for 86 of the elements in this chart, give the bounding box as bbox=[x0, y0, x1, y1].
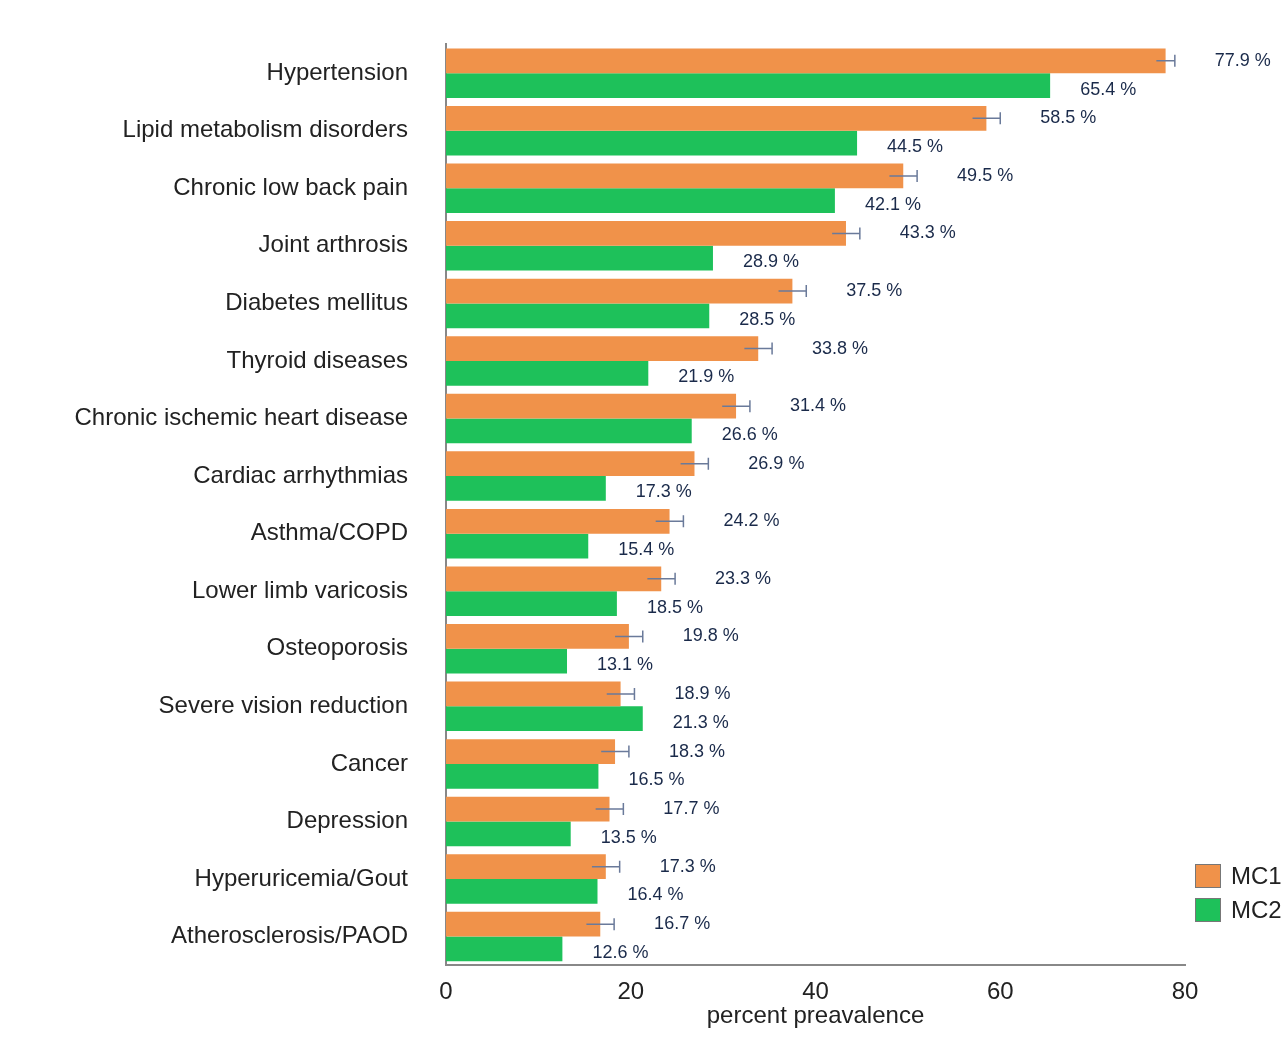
bar bbox=[446, 911, 601, 937]
bar bbox=[446, 936, 563, 962]
x-tick-label: 20 bbox=[617, 977, 645, 1005]
data-label: 31.4 % bbox=[789, 395, 846, 416]
bar bbox=[446, 278, 793, 304]
bar bbox=[446, 303, 710, 329]
data-label: 17.3 % bbox=[659, 855, 716, 876]
y-tick-label: Asthma/COPD bbox=[250, 518, 408, 546]
x-tick-label: 0 bbox=[439, 977, 453, 1005]
bar bbox=[446, 591, 617, 616]
data-label: 24.2 % bbox=[723, 510, 780, 531]
y-tick-label: Atherosclerosis/PAOD bbox=[171, 921, 408, 949]
bar bbox=[446, 163, 904, 189]
bar bbox=[446, 739, 616, 764]
data-label: 16.7 % bbox=[654, 913, 711, 934]
y-tick-label: Osteoporosis bbox=[266, 633, 408, 661]
bar bbox=[446, 648, 568, 674]
bar bbox=[446, 418, 692, 444]
y-tick-label: Cancer bbox=[330, 748, 408, 776]
y-tick-label: Cardiac arrhythmias bbox=[193, 460, 408, 488]
data-label: 42.1 % bbox=[864, 193, 921, 214]
bar bbox=[446, 476, 606, 501]
bar bbox=[446, 533, 589, 559]
data-label: 28.9 % bbox=[742, 251, 800, 272]
y-tick-label: Depression bbox=[286, 806, 408, 834]
data-label: 37.5 % bbox=[846, 280, 903, 301]
data-label: 17.3 % bbox=[635, 481, 692, 502]
bar bbox=[446, 188, 835, 214]
data-label: 19.8 % bbox=[682, 625, 739, 646]
data-label: 18.9 % bbox=[674, 682, 731, 703]
y-tick-label: Diabetes mellitus bbox=[225, 288, 408, 316]
bar bbox=[446, 763, 599, 789]
y-tick-label: Joint arthrosis bbox=[258, 230, 408, 258]
data-label: 16.5 % bbox=[628, 769, 685, 790]
y-tick-label: Hyperuricemia/Gout bbox=[194, 863, 409, 891]
data-label: 18.5 % bbox=[646, 596, 703, 617]
bar bbox=[446, 706, 643, 732]
bar bbox=[446, 508, 670, 534]
data-label: 21.9 % bbox=[678, 366, 735, 387]
y-tick-label: Hypertension bbox=[266, 57, 408, 85]
data-label: 28.5 % bbox=[739, 308, 796, 329]
bar bbox=[446, 48, 1166, 74]
data-label: 21.3 % bbox=[672, 711, 729, 732]
data-label: 13.1 % bbox=[597, 654, 654, 675]
x-tick-label: 60 bbox=[986, 977, 1014, 1005]
y-tick-label: Severe vision reduction bbox=[158, 690, 408, 718]
bar bbox=[446, 336, 759, 361]
bar bbox=[446, 879, 598, 904]
data-label: 17.7 % bbox=[663, 798, 720, 819]
bar bbox=[446, 821, 571, 847]
legend-label: MC2 bbox=[1231, 896, 1282, 924]
data-label: 15.4 % bbox=[618, 539, 675, 560]
data-label: 18.3 % bbox=[668, 740, 725, 761]
data-label: 65.4 % bbox=[1080, 78, 1137, 99]
y-tick-label: Chronic low back pain bbox=[173, 172, 408, 200]
data-label: 49.5 % bbox=[957, 164, 1014, 185]
bar bbox=[446, 451, 695, 477]
y-tick-label: Lower limb varicosis bbox=[191, 575, 408, 603]
bar bbox=[446, 360, 649, 386]
bar bbox=[446, 245, 713, 271]
data-label: 13.5 % bbox=[600, 826, 657, 847]
bar bbox=[446, 221, 846, 246]
bar bbox=[446, 105, 987, 131]
y-tick-label: Lipid metabolism disorders bbox=[122, 115, 408, 143]
bar bbox=[446, 566, 662, 592]
bar bbox=[446, 796, 610, 822]
bar bbox=[446, 681, 621, 707]
data-label: 77.9 % bbox=[1214, 49, 1271, 70]
data-label: 44.5 % bbox=[887, 136, 944, 157]
data-label: 33.8 % bbox=[812, 337, 869, 358]
data-label: 23.3 % bbox=[715, 567, 772, 588]
legend-label: MC1 bbox=[1231, 862, 1282, 890]
bar bbox=[446, 854, 606, 880]
bar bbox=[446, 130, 858, 156]
data-label: 12.6 % bbox=[592, 941, 649, 962]
data-label: 26.9 % bbox=[748, 452, 805, 473]
data-label: 43.3 % bbox=[899, 222, 956, 243]
x-tick-label: 80 bbox=[1171, 977, 1199, 1005]
y-tick-label: Thyroid diseases bbox=[226, 345, 408, 373]
data-label: 16.4 % bbox=[627, 884, 684, 905]
y-tick-label: Chronic ischemic heart disease bbox=[74, 403, 408, 431]
bar bbox=[446, 624, 629, 649]
data-label: 58.5 % bbox=[1040, 107, 1097, 128]
bar bbox=[446, 393, 737, 419]
bar bbox=[446, 73, 1051, 98]
data-label: 26.6 % bbox=[721, 423, 778, 444]
